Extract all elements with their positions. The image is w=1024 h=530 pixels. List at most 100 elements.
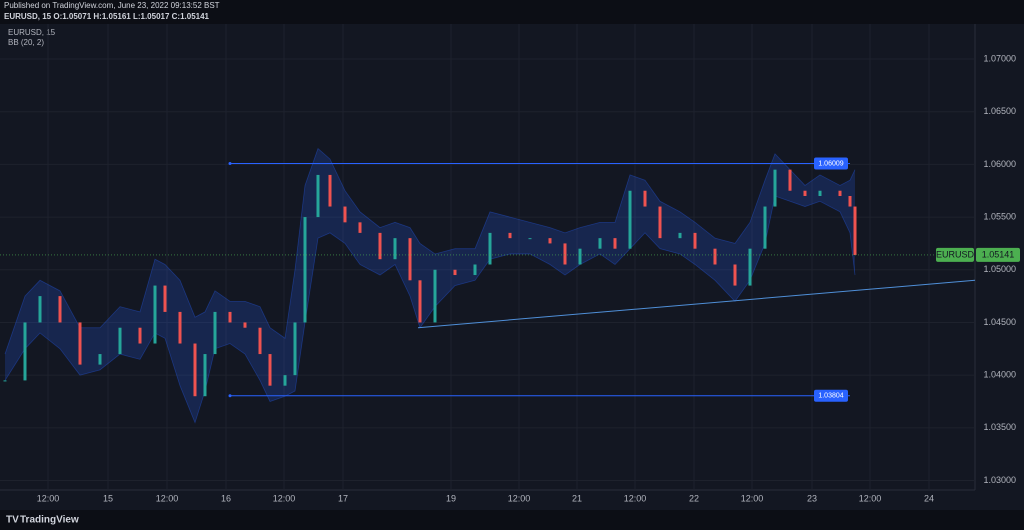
x-tick-label: 15 [103,493,113,503]
y-tick-label: 1.03500 [983,422,1016,432]
candle [258,327,262,355]
header-bar [0,0,1024,24]
candle [613,238,617,249]
candle [118,327,122,355]
candle [268,354,272,386]
candle [803,190,807,196]
candle [713,248,717,265]
symbol: EURUSD, 15 [8,28,56,37]
candle [733,264,737,286]
symbol-tag-label: EURUSD [936,249,975,259]
candle [283,375,287,386]
candle [303,217,307,323]
candle [328,174,332,207]
candle [3,380,7,382]
level-label-bg [814,389,848,402]
x-tick-label: 23 [807,493,817,503]
candle [343,206,347,223]
band-line [4,195,856,424]
indicator: BB (20, 2) [8,38,44,47]
y-tick-label: 1.06000 [983,159,1016,169]
candle [508,232,512,239]
trendline [417,279,976,329]
candle [473,264,477,276]
candle [453,269,457,276]
x-tick-label: 21 [572,493,582,503]
candle [163,285,167,312]
x-tick-label: 12:00 [859,493,882,503]
x-tick-label: 19 [446,493,456,503]
y-tick-label: 1.07000 [983,53,1016,63]
price-tag-label: 1.05141 [982,249,1015,259]
x-tick-label: 12:00 [37,493,60,503]
candle [773,169,777,207]
y-tick-label: 1.05500 [983,211,1016,221]
logo-mark: TV [6,515,19,526]
x-tick-label: 24 [924,493,934,503]
candle [153,285,157,344]
candle [853,206,857,256]
candle [378,232,382,260]
candle [838,190,842,196]
candle [763,206,767,249]
x-tick-label: 16 [221,493,231,503]
candle [643,190,647,207]
published: Published on TradingView.com, June 23, 2… [4,1,220,10]
candle [563,243,567,265]
candle [658,206,662,239]
level-anchor [228,161,232,165]
candle [78,322,82,365]
candle [548,238,552,244]
bollinger-band [5,148,855,423]
candle [293,322,297,376]
candle [408,238,412,281]
candle [228,311,232,323]
x-tick-label: 22 [689,493,699,503]
x-tick-label: 12:00 [508,493,531,503]
candle [818,190,822,196]
level-label: 1.03804 [818,393,843,400]
candle [678,232,682,239]
y-tick-label: 1.05000 [983,264,1016,274]
candle [433,269,437,323]
candle [316,174,320,218]
symbol-tag [936,247,974,262]
candle [98,354,102,365]
price-tag [976,247,1020,262]
candle [598,238,602,249]
y-tick-label: 1.04000 [983,370,1016,380]
candle [578,248,582,265]
level-label: 1.06009 [818,160,843,167]
y-tick-label: 1.06500 [983,106,1016,116]
candle [243,322,247,328]
candle [23,322,27,381]
candle [58,296,62,323]
x-tick-label: 12:00 [624,493,647,503]
candle [393,238,397,260]
candle [528,238,532,240]
candle [138,327,142,344]
ohlc: EURUSD, 15 O:1.05071 H:1.05161 L:1.05017… [4,12,210,21]
candle [213,311,217,355]
level-label-bg [814,157,848,170]
candle [788,169,792,191]
candle [748,248,752,286]
x-tick-label: 12:00 [273,493,296,503]
candle [418,280,422,323]
candle [488,232,492,265]
candle [178,311,182,344]
candle [693,232,697,249]
y-tick-label: 1.04500 [983,317,1016,327]
level-anchor [228,394,232,398]
x-tick-label: 12:00 [156,493,179,503]
footer-bar [0,510,1024,530]
candle [848,196,852,207]
candle [203,354,207,397]
band-line [4,147,856,355]
brand: TradingView [20,515,79,526]
candle [628,190,632,249]
y-tick-label: 1.03000 [983,475,1016,485]
